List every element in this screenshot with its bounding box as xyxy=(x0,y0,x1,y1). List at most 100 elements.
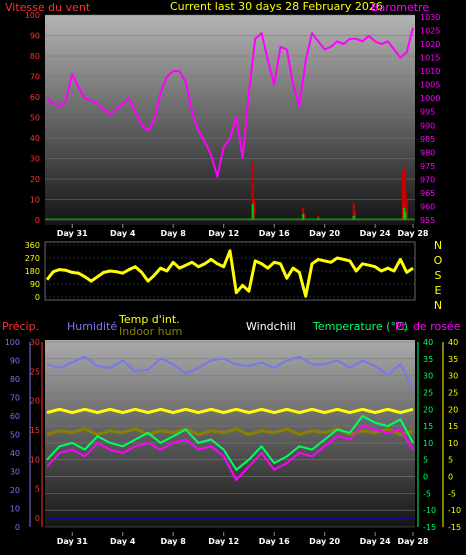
right-tick-label: 1020 xyxy=(420,40,440,49)
temperature-tick-label: -10 xyxy=(448,506,461,515)
temp-int-label: Temp d'int. xyxy=(118,313,180,326)
humidity-tick-label: 70 xyxy=(10,394,20,403)
x-ticks: Day 31 Day 4 Day 8 Day 12 Day 16 Day 20 Day 24… xyxy=(57,532,429,546)
left-tick-label: 60 xyxy=(30,93,40,102)
temperature-tick-label: 40 xyxy=(448,338,458,347)
temperature-ticks: -15 -15 -10 -10 -5 -5 0 0 5 5 10 10 15 15 20 20 25 25 30 30… xyxy=(417,338,461,532)
left-tick-label: 90 xyxy=(30,32,40,41)
left-tick-label: 70 xyxy=(30,73,40,82)
humidity-tick-label: 60 xyxy=(10,412,20,421)
compass-label: E xyxy=(435,284,442,297)
temperature-tick-label: -5 xyxy=(423,489,431,498)
series-layer xyxy=(45,27,415,220)
left-tick-label: 180 xyxy=(25,267,40,276)
series-line xyxy=(46,425,414,481)
x-tick-label: Day 20 xyxy=(309,537,340,546)
right-axis-label: Barometre xyxy=(371,1,429,14)
dewpoint-label: Pt. de rosée xyxy=(395,320,461,333)
x-tick-label: Day 28 xyxy=(398,537,429,546)
humidity-tick-label: 100 xyxy=(5,338,20,347)
windchill-label: Windchill xyxy=(246,320,296,333)
left-tick-label: 20 xyxy=(30,175,40,184)
left-ticks: 0 90 180 270 360 xyxy=(25,241,40,302)
compass-label: N xyxy=(434,299,442,312)
humidity-tick-label: 10 xyxy=(10,505,20,514)
x-tick-label: Day 8 xyxy=(161,537,187,546)
left-tick-label: 30 xyxy=(30,155,40,164)
temperature-tick-label: 10 xyxy=(448,439,458,448)
temperature-tick-label: 30 xyxy=(423,372,433,381)
right-tick-label: 985 xyxy=(420,135,435,144)
temperature-tick-label: 10 xyxy=(423,439,433,448)
temperature-tick-label: 40 xyxy=(423,338,433,347)
series-layer xyxy=(45,249,414,298)
x-tick-label: Day 28 xyxy=(398,229,429,238)
right-tick-label: 1000 xyxy=(420,94,440,103)
humidity-tick-label: 80 xyxy=(10,375,20,384)
right-tick-label: 960 xyxy=(420,202,435,211)
left-tick-label: 80 xyxy=(30,52,40,61)
x-tick-label: Day 4 xyxy=(110,537,136,546)
left-tick-label: 0 xyxy=(35,293,40,302)
temperature-tick-label: 5 xyxy=(423,456,428,465)
precip-tick-label: 20 xyxy=(30,397,40,406)
humidity-tick-label: 50 xyxy=(10,431,20,440)
x-tick-label: Day 16 xyxy=(259,537,290,546)
x-tick-label: Day 4 xyxy=(110,229,136,238)
compass-label: O xyxy=(434,254,443,267)
x-tick-label: Day 20 xyxy=(309,229,340,238)
left-tick-label: 0 xyxy=(35,216,40,225)
right-tick-label: 1030 xyxy=(420,13,440,22)
compass-label: S xyxy=(435,269,442,282)
chart-title: Current last 30 days 28 February 2026 xyxy=(170,0,383,13)
direction-line xyxy=(45,249,414,298)
series-layer xyxy=(46,355,414,519)
x-tick-label: Day 12 xyxy=(208,537,239,546)
right-tick-label: 955 xyxy=(420,216,435,225)
right-ticks: 955 960 965 970 975 980 985 990 995 1000 1005 1010 1… xyxy=(420,13,440,225)
left-tick-label: 50 xyxy=(30,114,40,123)
temperature-tick-label: 35 xyxy=(423,355,433,364)
left-tick-label: 360 xyxy=(25,241,40,250)
left-axis-label: Vitesse du vent xyxy=(5,1,91,14)
precip-label: Précip. xyxy=(2,320,39,333)
plot-background xyxy=(45,15,415,225)
right-tick-label: 1005 xyxy=(420,81,440,90)
left-tick-label: 270 xyxy=(25,254,40,263)
temperature-tick-label: 25 xyxy=(423,388,433,397)
temperature-tick-label: 20 xyxy=(423,405,433,414)
humidity-label: Humidité xyxy=(67,320,117,333)
right-tick-label: 990 xyxy=(420,121,435,130)
temperature-tick-label: 15 xyxy=(423,422,433,431)
temperature-tick-label: 35 xyxy=(448,355,458,364)
precip-tick-label: 5 xyxy=(35,485,40,494)
left-tick-label: 40 xyxy=(30,134,40,143)
humidity-ticks: 0 10 20 30 40 50 60 70 80 90 100 xyxy=(5,338,31,532)
right-tick-label: 1025 xyxy=(420,27,440,36)
humidity-tick-label: 20 xyxy=(10,486,20,495)
left-ticks: 0 10 20 30 40 50 60 70 80 90 100 xyxy=(25,11,40,225)
temperature-tick-label: -15 xyxy=(448,523,461,532)
panel-temperature-humidity: Précip. Humidité Temp d'int. Indoor hum … xyxy=(2,313,461,546)
indoor-hum-label: Indoor hum xyxy=(119,325,182,338)
x-tick-label: Day 12 xyxy=(208,229,239,238)
series-line xyxy=(46,427,414,436)
humidity-tick-label: 0 xyxy=(15,523,20,532)
series-line xyxy=(46,355,414,389)
temperature-tick-label: 15 xyxy=(448,422,458,431)
temperature-tick-label: 20 xyxy=(448,405,458,414)
temperature-label: Temperature (°C) xyxy=(312,320,408,333)
temperature-tick-label: -10 xyxy=(423,506,436,515)
temperature-tick-label: 30 xyxy=(448,372,458,381)
left-tick-label: 10 xyxy=(30,196,40,205)
barometer-line xyxy=(46,27,414,178)
x-tick-label: Day 31 xyxy=(57,229,88,238)
precip-tick-label: 15 xyxy=(30,426,40,435)
right-tick-label: 975 xyxy=(420,162,435,171)
x-tick-label: Day 8 xyxy=(161,229,187,238)
left-tick-label: 90 xyxy=(30,280,40,289)
x-tick-label: Day 16 xyxy=(259,229,290,238)
right-tick-label: 970 xyxy=(420,175,435,184)
